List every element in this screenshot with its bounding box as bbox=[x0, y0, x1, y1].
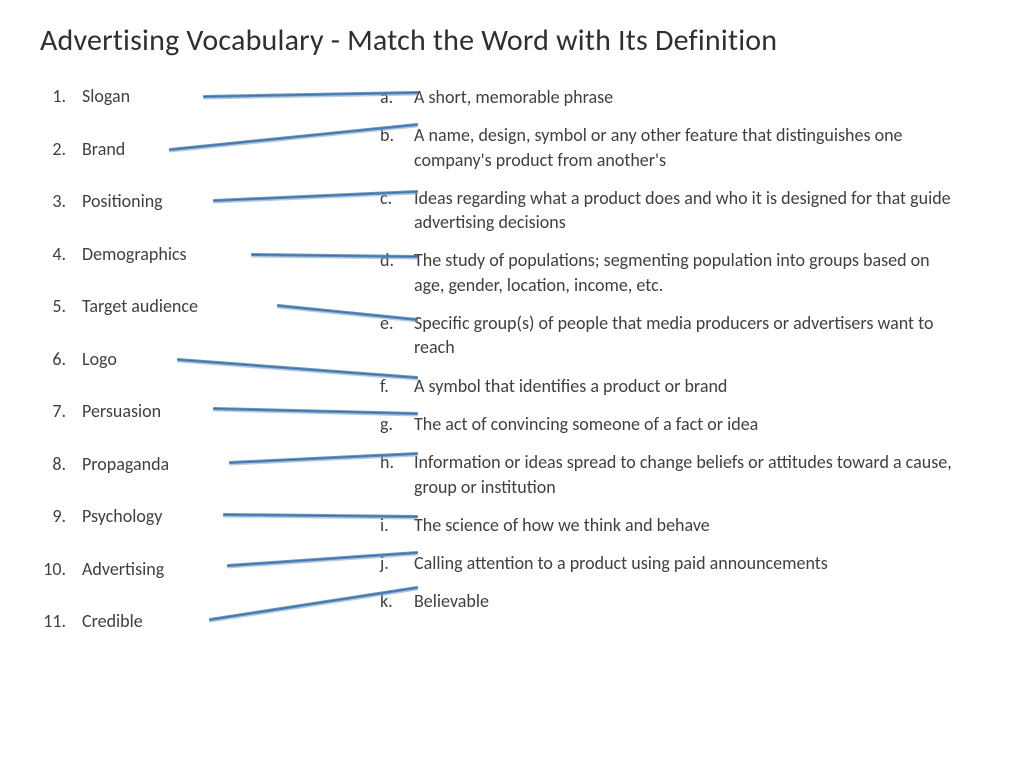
definition-item: b.A name, design, symbol or any other fe… bbox=[380, 123, 984, 172]
columns: 1.Slogan 2.Brand 3.Positioning 4.Demographi… bbox=[40, 85, 984, 663]
term-number: 1. bbox=[40, 85, 82, 108]
term-item: 3.Positioning bbox=[40, 190, 380, 213]
term-number: 7. bbox=[40, 400, 82, 423]
term-number: 6. bbox=[40, 348, 82, 371]
definitions-list: a.A short, memorable phraseb.A name, des… bbox=[380, 85, 984, 614]
page-title: Advertising Vocabulary - Match the Word … bbox=[40, 22, 984, 59]
definitions-column: a.A short, memorable phraseb.A name, des… bbox=[380, 85, 984, 663]
term-item: 2.Brand bbox=[40, 138, 380, 161]
term-label: Brand bbox=[82, 138, 125, 161]
definition-letter: b. bbox=[380, 123, 414, 147]
definition-letter: j. bbox=[380, 551, 414, 575]
definition-text: The study of populations; segmenting pop… bbox=[414, 248, 984, 297]
term-item: 4.Demographics bbox=[40, 243, 380, 266]
term-item: 7.Persuasion bbox=[40, 400, 380, 423]
definition-text: Believable bbox=[414, 589, 984, 613]
definition-letter: h. bbox=[380, 450, 414, 474]
terms-list: 1.Slogan 2.Brand 3.Positioning 4.Demographi… bbox=[40, 85, 380, 633]
definition-letter: a. bbox=[380, 85, 414, 109]
definition-text: A short, memorable phrase bbox=[414, 85, 984, 109]
term-label: Demographics bbox=[82, 243, 187, 266]
definition-item: d.The study of populations; segmenting p… bbox=[380, 248, 984, 297]
term-number: 9. bbox=[40, 505, 82, 528]
definition-text: The act of convincing someone of a fact … bbox=[414, 412, 984, 436]
definition-item: e.Specific group(s) of people that media… bbox=[380, 311, 984, 360]
term-number: 11. bbox=[40, 610, 82, 633]
definition-item: f.A symbol that identifies a product or … bbox=[380, 374, 984, 398]
term-item: 1.Slogan bbox=[40, 85, 380, 108]
term-item: 9.Psychology bbox=[40, 505, 380, 528]
definition-text: Ideas regarding what a product does and … bbox=[414, 186, 984, 235]
term-label: Advertising bbox=[82, 558, 164, 581]
term-number: 5. bbox=[40, 295, 82, 318]
definition-item: k.Believable bbox=[380, 589, 984, 613]
slide: Advertising Vocabulary - Match the Word … bbox=[0, 0, 1024, 768]
term-item: 11.Credible bbox=[40, 610, 380, 633]
definition-text: Calling attention to a product using pai… bbox=[414, 551, 984, 575]
definition-letter: g. bbox=[380, 412, 414, 436]
term-label: Logo bbox=[82, 348, 117, 371]
term-number: 10. bbox=[40, 558, 82, 581]
definition-item: i.The science of how we think and behave bbox=[380, 513, 984, 537]
definition-item: g.The act of convincing someone of a fac… bbox=[380, 412, 984, 436]
term-number: 4. bbox=[40, 243, 82, 266]
definition-letter: f. bbox=[380, 374, 414, 398]
term-label: Slogan bbox=[82, 85, 130, 108]
term-item: 6.Logo bbox=[40, 348, 380, 371]
definition-text: Information or ideas spread to change be… bbox=[414, 450, 984, 499]
definition-letter: e. bbox=[380, 311, 414, 335]
definition-letter: d. bbox=[380, 248, 414, 272]
term-item: 10.Advertising bbox=[40, 558, 380, 581]
term-number: 8. bbox=[40, 453, 82, 476]
definition-text: Specific group(s) of people that media p… bbox=[414, 311, 984, 360]
term-number: 3. bbox=[40, 190, 82, 213]
definition-letter: k. bbox=[380, 589, 414, 613]
term-item: 5.Target audience bbox=[40, 295, 380, 318]
definition-text: A name, design, symbol or any other feat… bbox=[414, 123, 984, 172]
term-label: Psychology bbox=[82, 505, 162, 528]
definition-item: c.Ideas regarding what a product does an… bbox=[380, 186, 984, 235]
term-label: Propaganda bbox=[82, 453, 169, 476]
definition-item: a.A short, memorable phrase bbox=[380, 85, 984, 109]
definition-item: h.Information or ideas spread to change … bbox=[380, 450, 984, 499]
term-label: Persuasion bbox=[82, 400, 161, 423]
term-item: 8.Propaganda bbox=[40, 453, 380, 476]
definition-letter: c. bbox=[380, 186, 414, 210]
definition-text: The science of how we think and behave bbox=[414, 513, 984, 537]
term-label: Target audience bbox=[82, 295, 198, 318]
definition-text: A symbol that identifies a product or br… bbox=[414, 374, 984, 398]
term-number: 2. bbox=[40, 138, 82, 161]
definition-letter: i. bbox=[380, 513, 414, 537]
term-label: Positioning bbox=[82, 190, 163, 213]
term-label: Credible bbox=[82, 610, 143, 633]
definition-item: j.Calling attention to a product using p… bbox=[380, 551, 984, 575]
terms-column: 1.Slogan 2.Brand 3.Positioning 4.Demographi… bbox=[40, 85, 380, 663]
